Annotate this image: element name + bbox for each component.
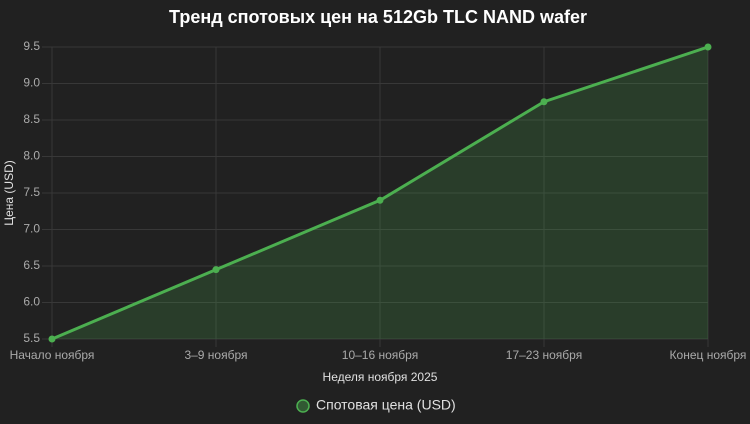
- y-tick-label: 7.0: [23, 222, 40, 236]
- x-axis-label: Неделя ноября 2025: [323, 370, 438, 384]
- legend-marker: [296, 399, 310, 413]
- x-tick-label: 3–9 ноября: [184, 348, 247, 362]
- point: [376, 196, 384, 204]
- x-tick-label: Начало ноября: [10, 348, 95, 362]
- y-tick-label: 8.0: [23, 149, 40, 163]
- chart-title: Тренд спотовых цен на 512Gb TLC NAND waf…: [169, 7, 587, 27]
- point: [704, 43, 712, 51]
- legend[interactable]: Спотовая цена (USD): [296, 397, 456, 413]
- plot-area: 5.5 6.0 6.5 7.0 7.5 8.0 8.5 9.0 9.5 Начало ноября…: [10, 39, 747, 362]
- legend-label: Спотовая цена (USD): [316, 397, 456, 413]
- x-tick-label: Конец ноября: [670, 348, 747, 362]
- area: [52, 47, 708, 339]
- y-tick-label: 9.5: [23, 39, 40, 53]
- y-tick-label: 5.5: [23, 331, 40, 345]
- y-axis-label: Цена (USD): [2, 160, 16, 226]
- point: [540, 98, 548, 106]
- y-tick-label: 7.5: [23, 185, 40, 199]
- point: [48, 335, 56, 343]
- x-tick-label: 17–23 ноября: [506, 348, 582, 362]
- y-tick-label: 9.0: [23, 76, 40, 90]
- y-tick-label: 8.5: [23, 112, 40, 126]
- y-tick-label: 6.0: [23, 295, 40, 309]
- point: [212, 266, 220, 274]
- y-tick-label: 6.5: [23, 258, 40, 272]
- x-tick-label: 10–16 ноября: [342, 348, 418, 362]
